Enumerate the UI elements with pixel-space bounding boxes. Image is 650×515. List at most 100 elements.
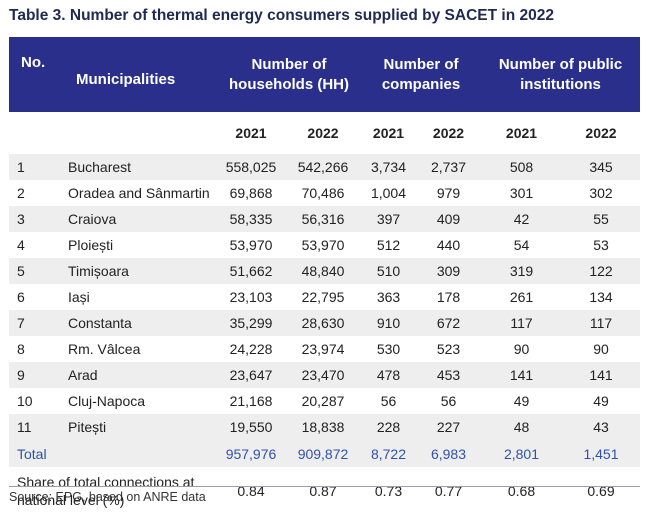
cell-value: 23,103 — [217, 284, 285, 310]
cell-value: 122 — [562, 258, 640, 284]
header-municipalities: Municipalities — [48, 37, 217, 112]
row-number: 10 — [9, 388, 48, 414]
cell-value: 43 — [562, 414, 640, 440]
cell-value: 53,970 — [217, 232, 285, 258]
row-number: 9 — [9, 362, 48, 388]
total-value: 1,451 — [562, 440, 640, 467]
cell-value: 48,840 — [285, 258, 361, 284]
row-number: 4 — [9, 232, 48, 258]
cell-value: 3,734 — [361, 154, 416, 180]
cell-value: 22,795 — [285, 284, 361, 310]
table-header-row: No. Municipalities Number of households … — [9, 37, 640, 112]
cell-value: 178 — [416, 284, 481, 310]
cell-value: 58,335 — [217, 206, 285, 232]
header-companies-line1: Number of — [383, 55, 459, 73]
municipality-name: Arad — [48, 362, 217, 388]
total-value: 909,872 — [285, 440, 361, 467]
municipality-name: Craiova — [48, 206, 217, 232]
table-row: 7 Constanta 35,299 28,630 910 672 117 117 — [9, 310, 640, 336]
cell-value: 453 — [416, 362, 481, 388]
total-value: 6,983 — [416, 440, 481, 467]
table-title: Table 3. Number of thermal energy consum… — [9, 7, 554, 24]
year-label: 2021 — [372, 125, 405, 141]
share-value: 0.68 — [481, 467, 562, 515]
municipality-name: Ploiești — [48, 232, 217, 258]
header-companies-line2: companies — [381, 75, 461, 93]
header-households: Number of households (HH) — [217, 37, 361, 112]
cell-value: 35,299 — [217, 310, 285, 336]
consumers-table: No. Municipalities Number of households … — [9, 37, 640, 515]
municipality-name: Iași — [48, 284, 217, 310]
year-label: 2022 — [432, 125, 465, 141]
cell-value: 28,630 — [285, 310, 361, 336]
bottom-divider — [9, 486, 640, 487]
cell-value: 70,486 — [285, 180, 361, 206]
cell-value: 56 — [361, 388, 416, 414]
cell-value: 48 — [481, 414, 562, 440]
cell-value: 228 — [361, 414, 416, 440]
row-number: 3 — [9, 206, 48, 232]
cell-value: 56,316 — [285, 206, 361, 232]
table-row: 11 Pitești 19,550 18,838 228 227 48 43 — [9, 414, 640, 440]
share-value: 0.84 — [217, 467, 285, 515]
cell-value: 542,266 — [285, 154, 361, 180]
year-label: 2022 — [307, 125, 339, 141]
year-label: 2021 — [505, 125, 538, 141]
cell-value: 478 — [361, 362, 416, 388]
cell-value: 910 — [361, 310, 416, 336]
total-row: Total 957,976 909,872 8,722 6,983 2,801 … — [9, 440, 640, 467]
cell-value: 141 — [481, 362, 562, 388]
table-container: No. Municipalities Number of households … — [9, 37, 640, 515]
cell-value: 512 — [361, 232, 416, 258]
table-row: 1 Bucharest 558,025 542,266 3,734 2,737 508 345 — [9, 154, 640, 180]
row-number: 6 — [9, 284, 48, 310]
cell-value: 53,970 — [285, 232, 361, 258]
cell-value: 510 — [361, 258, 416, 284]
cell-value: 530 — [361, 336, 416, 362]
cell-value: 18,838 — [285, 414, 361, 440]
table-row: 10 Cluj-Napoca 21,168 20,287 56 56 49 49 — [9, 388, 640, 414]
cell-value: 20,287 — [285, 388, 361, 414]
header-institutions: Number of public institutions — [481, 37, 640, 112]
row-number: 7 — [9, 310, 48, 336]
row-number: 8 — [9, 336, 48, 362]
cell-value: 19,550 — [217, 414, 285, 440]
cell-value: 21,168 — [217, 388, 285, 414]
table-row: 4 Ploiești 53,970 53,970 512 440 54 53 — [9, 232, 640, 258]
header-institutions-line2: institutions — [520, 75, 601, 93]
cell-value: 55 — [562, 206, 640, 232]
total-value: 2,801 — [481, 440, 562, 467]
cell-value: 23,470 — [285, 362, 361, 388]
municipality-name: Cluj-Napoca — [48, 388, 217, 414]
cell-value: 56 — [416, 388, 481, 414]
cell-value: 23,974 — [285, 336, 361, 362]
cell-value: 141 — [562, 362, 640, 388]
cell-value: 2,737 — [416, 154, 481, 180]
cell-value: 672 — [416, 310, 481, 336]
table-row: 8 Rm. Vâlcea 24,228 23,974 530 523 90 90 — [9, 336, 640, 362]
year-spacer — [9, 112, 48, 154]
municipality-name: Pitești — [48, 414, 217, 440]
year-label: 2022 — [585, 125, 617, 141]
cell-value: 979 — [416, 180, 481, 206]
cell-value: 49 — [562, 388, 640, 414]
row-number: 2 — [9, 180, 48, 206]
header-households-line1: Number of — [251, 55, 327, 73]
cell-value: 440 — [416, 232, 481, 258]
table-row: 2 Oradea and Sânmartin 69,868 70,486 1,004 97… — [9, 180, 640, 206]
share-value: 0.73 — [361, 467, 416, 515]
table-row: 5 Timișoara 51,662 48,840 510 309 319 122 — [9, 258, 640, 284]
cell-value: 523 — [416, 336, 481, 362]
cell-value: 302 — [562, 180, 640, 206]
cell-value: 54 — [481, 232, 562, 258]
cell-value: 319 — [481, 258, 562, 284]
header-households-line2: households (HH) — [229, 75, 349, 93]
table-row: 6 Iași 23,103 22,795 363 178 261 134 — [9, 284, 640, 310]
cell-value: 51,662 — [217, 258, 285, 284]
cell-value: 90 — [562, 336, 640, 362]
share-label-line1: Share of total connections at — [17, 474, 195, 490]
cell-value: 24,228 — [217, 336, 285, 362]
header-no: No. — [9, 37, 48, 112]
row-number: 5 — [9, 258, 48, 284]
cell-value: 558,025 — [217, 154, 285, 180]
